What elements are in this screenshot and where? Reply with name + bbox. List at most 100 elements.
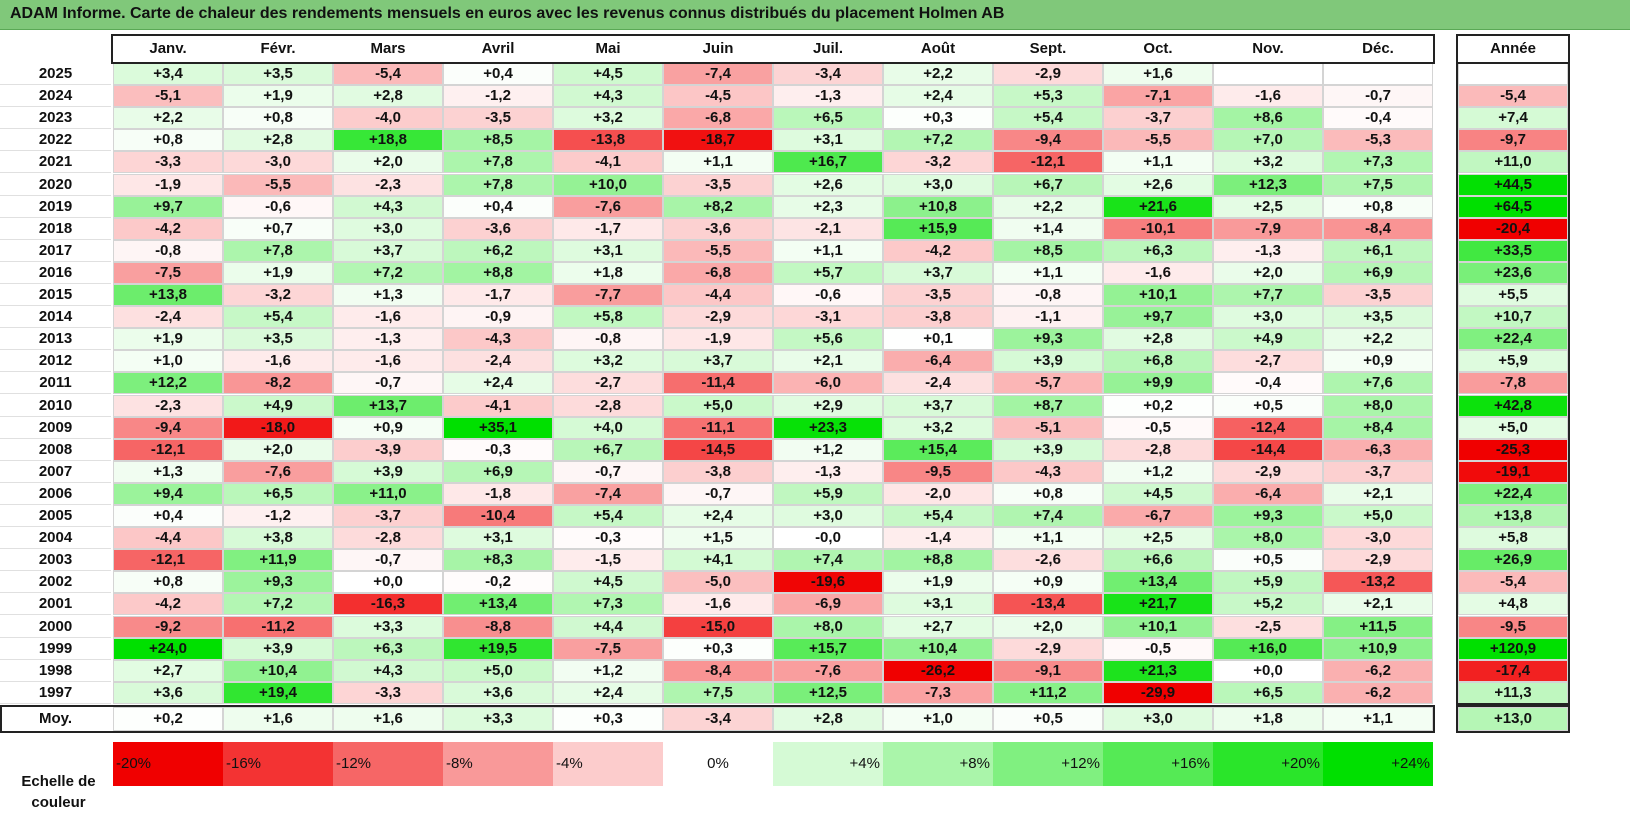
heat-cell: -1,6 <box>333 306 443 329</box>
heat-cell: +0,8 <box>113 571 223 594</box>
heat-cell: +9,3 <box>1213 505 1323 528</box>
heat-cell: +5,4 <box>223 306 333 329</box>
heat-cell: +2,0 <box>223 438 333 461</box>
heat-cell: +11,0 <box>333 482 443 505</box>
average-cell: +0,2 <box>113 707 223 731</box>
heat-cell: +15,9 <box>883 217 993 240</box>
month-header: Mai <box>595 40 621 57</box>
row-label: 2016 <box>0 262 111 284</box>
row-label: 2002 <box>0 571 111 594</box>
heat-cell: -2,8 <box>333 527 443 550</box>
heat-cell: +11,9 <box>223 549 333 572</box>
heat-cell: +2,6 <box>773 173 883 196</box>
color-scale-stop: -20% <box>113 742 223 786</box>
heat-cell: +1,3 <box>113 460 223 483</box>
heat-cell: +1,2 <box>553 659 663 682</box>
heat-cell: +0,9 <box>993 571 1103 594</box>
heat-cell: +0,3 <box>663 637 773 660</box>
average-label: Moy. <box>38 710 73 727</box>
heat-cell: -5,0 <box>663 571 773 594</box>
heat-cell: -3,7 <box>333 505 443 528</box>
heat-cell: -0,6 <box>773 284 883 307</box>
color-scale-stop: -4% <box>553 742 663 786</box>
heat-cell: +3,6 <box>443 681 553 704</box>
heat-cell: +0,8 <box>993 482 1103 505</box>
heat-cell: -10,4 <box>443 505 553 528</box>
heat-cell: +3,5 <box>223 63 333 86</box>
year-cell: +5,9 <box>1458 350 1568 373</box>
row-label: 2019 <box>0 196 111 218</box>
color-scale-stop: +24% <box>1323 742 1433 786</box>
year-cell: +5,5 <box>1458 284 1568 307</box>
heat-cell: -1,2 <box>443 85 553 108</box>
year-cell: +120,9 <box>1458 637 1568 660</box>
color-scale-stop: -8% <box>443 742 553 786</box>
heat-cell: -0,9 <box>443 306 553 329</box>
heat-cell: -2,7 <box>553 372 663 395</box>
heat-cell: +2,0 <box>1213 261 1323 284</box>
heat-cell: +1,9 <box>883 571 993 594</box>
heat-cell: +3,0 <box>1213 306 1323 329</box>
heat-cell: +3,5 <box>1323 306 1433 329</box>
heat-cell: -3,2 <box>223 284 333 307</box>
heat-cell <box>1213 63 1323 86</box>
heat-cell: -1,3 <box>1213 239 1323 262</box>
heat-cell: -29,9 <box>1103 681 1213 704</box>
row-label: 2012 <box>0 350 111 373</box>
heat-cell: +4,9 <box>1213 328 1323 351</box>
heat-cell: -3,2 <box>883 151 993 174</box>
average-cell: +1,1 <box>1323 707 1433 731</box>
heat-cell: -1,6 <box>663 593 773 616</box>
heat-cell: +6,5 <box>223 482 333 505</box>
row-label: 2018 <box>0 218 111 240</box>
heat-cell: -5,5 <box>1103 129 1213 152</box>
heat-cell: -3,0 <box>1323 527 1433 550</box>
heat-cell: -6,3 <box>1323 438 1433 461</box>
average-cell: +3,3 <box>443 707 553 731</box>
heat-cell: -1,1 <box>993 306 1103 329</box>
heat-cell: +0,5 <box>1213 549 1323 572</box>
heat-cell: -11,1 <box>663 416 773 439</box>
heat-cell: -0,7 <box>333 549 443 572</box>
average-year-cell: +13,0 <box>1458 707 1568 731</box>
heat-cell: +2,9 <box>773 394 883 417</box>
heat-cell: +21,7 <box>1103 593 1213 616</box>
heat-cell: -1,9 <box>113 173 223 196</box>
month-header: Nov. <box>1252 40 1284 57</box>
heat-cell: +8,5 <box>443 129 553 152</box>
heat-cell: +2,6 <box>1103 173 1213 196</box>
heat-cell: +8,5 <box>993 239 1103 262</box>
heat-cell: +0,8 <box>1323 195 1433 218</box>
heat-cell: +0,4 <box>113 505 223 528</box>
year-cell: -19,1 <box>1458 460 1568 483</box>
heat-cell: -7,3 <box>883 681 993 704</box>
heat-cell: -13,4 <box>993 593 1103 616</box>
heat-cell: +5,0 <box>663 394 773 417</box>
heat-cell: -1,6 <box>333 350 443 373</box>
heat-cell: -5,5 <box>223 173 333 196</box>
heat-cell: -3,7 <box>1103 107 1213 130</box>
heat-cell: -12,1 <box>113 438 223 461</box>
year-cell: -9,7 <box>1458 129 1568 152</box>
heat-cell: +3,0 <box>883 173 993 196</box>
heat-cell: +3,2 <box>553 107 663 130</box>
heat-cell: +21,3 <box>1103 659 1213 682</box>
heat-cell: +6,9 <box>443 460 553 483</box>
heat-cell: +11,5 <box>1323 615 1433 638</box>
year-cell: +33,5 <box>1458 239 1568 262</box>
row-label: 2015 <box>0 284 111 307</box>
heat-cell: -9,4 <box>993 129 1103 152</box>
heat-cell: +2,2 <box>113 107 223 130</box>
heat-cell: -1,5 <box>553 549 663 572</box>
heat-cell <box>1323 63 1433 86</box>
heat-cell: -0,4 <box>1323 107 1433 130</box>
heat-cell: +2,4 <box>443 372 553 395</box>
heat-cell: -0,8 <box>113 239 223 262</box>
heat-cell: +10,8 <box>883 195 993 218</box>
heat-cell: +4,9 <box>223 394 333 417</box>
heat-cell: +10,4 <box>883 637 993 660</box>
heat-cell: -4,2 <box>113 217 223 240</box>
heat-cell: -3,1 <box>773 306 883 329</box>
heat-cell: +1,5 <box>663 527 773 550</box>
heat-cell: -6,7 <box>1103 505 1213 528</box>
